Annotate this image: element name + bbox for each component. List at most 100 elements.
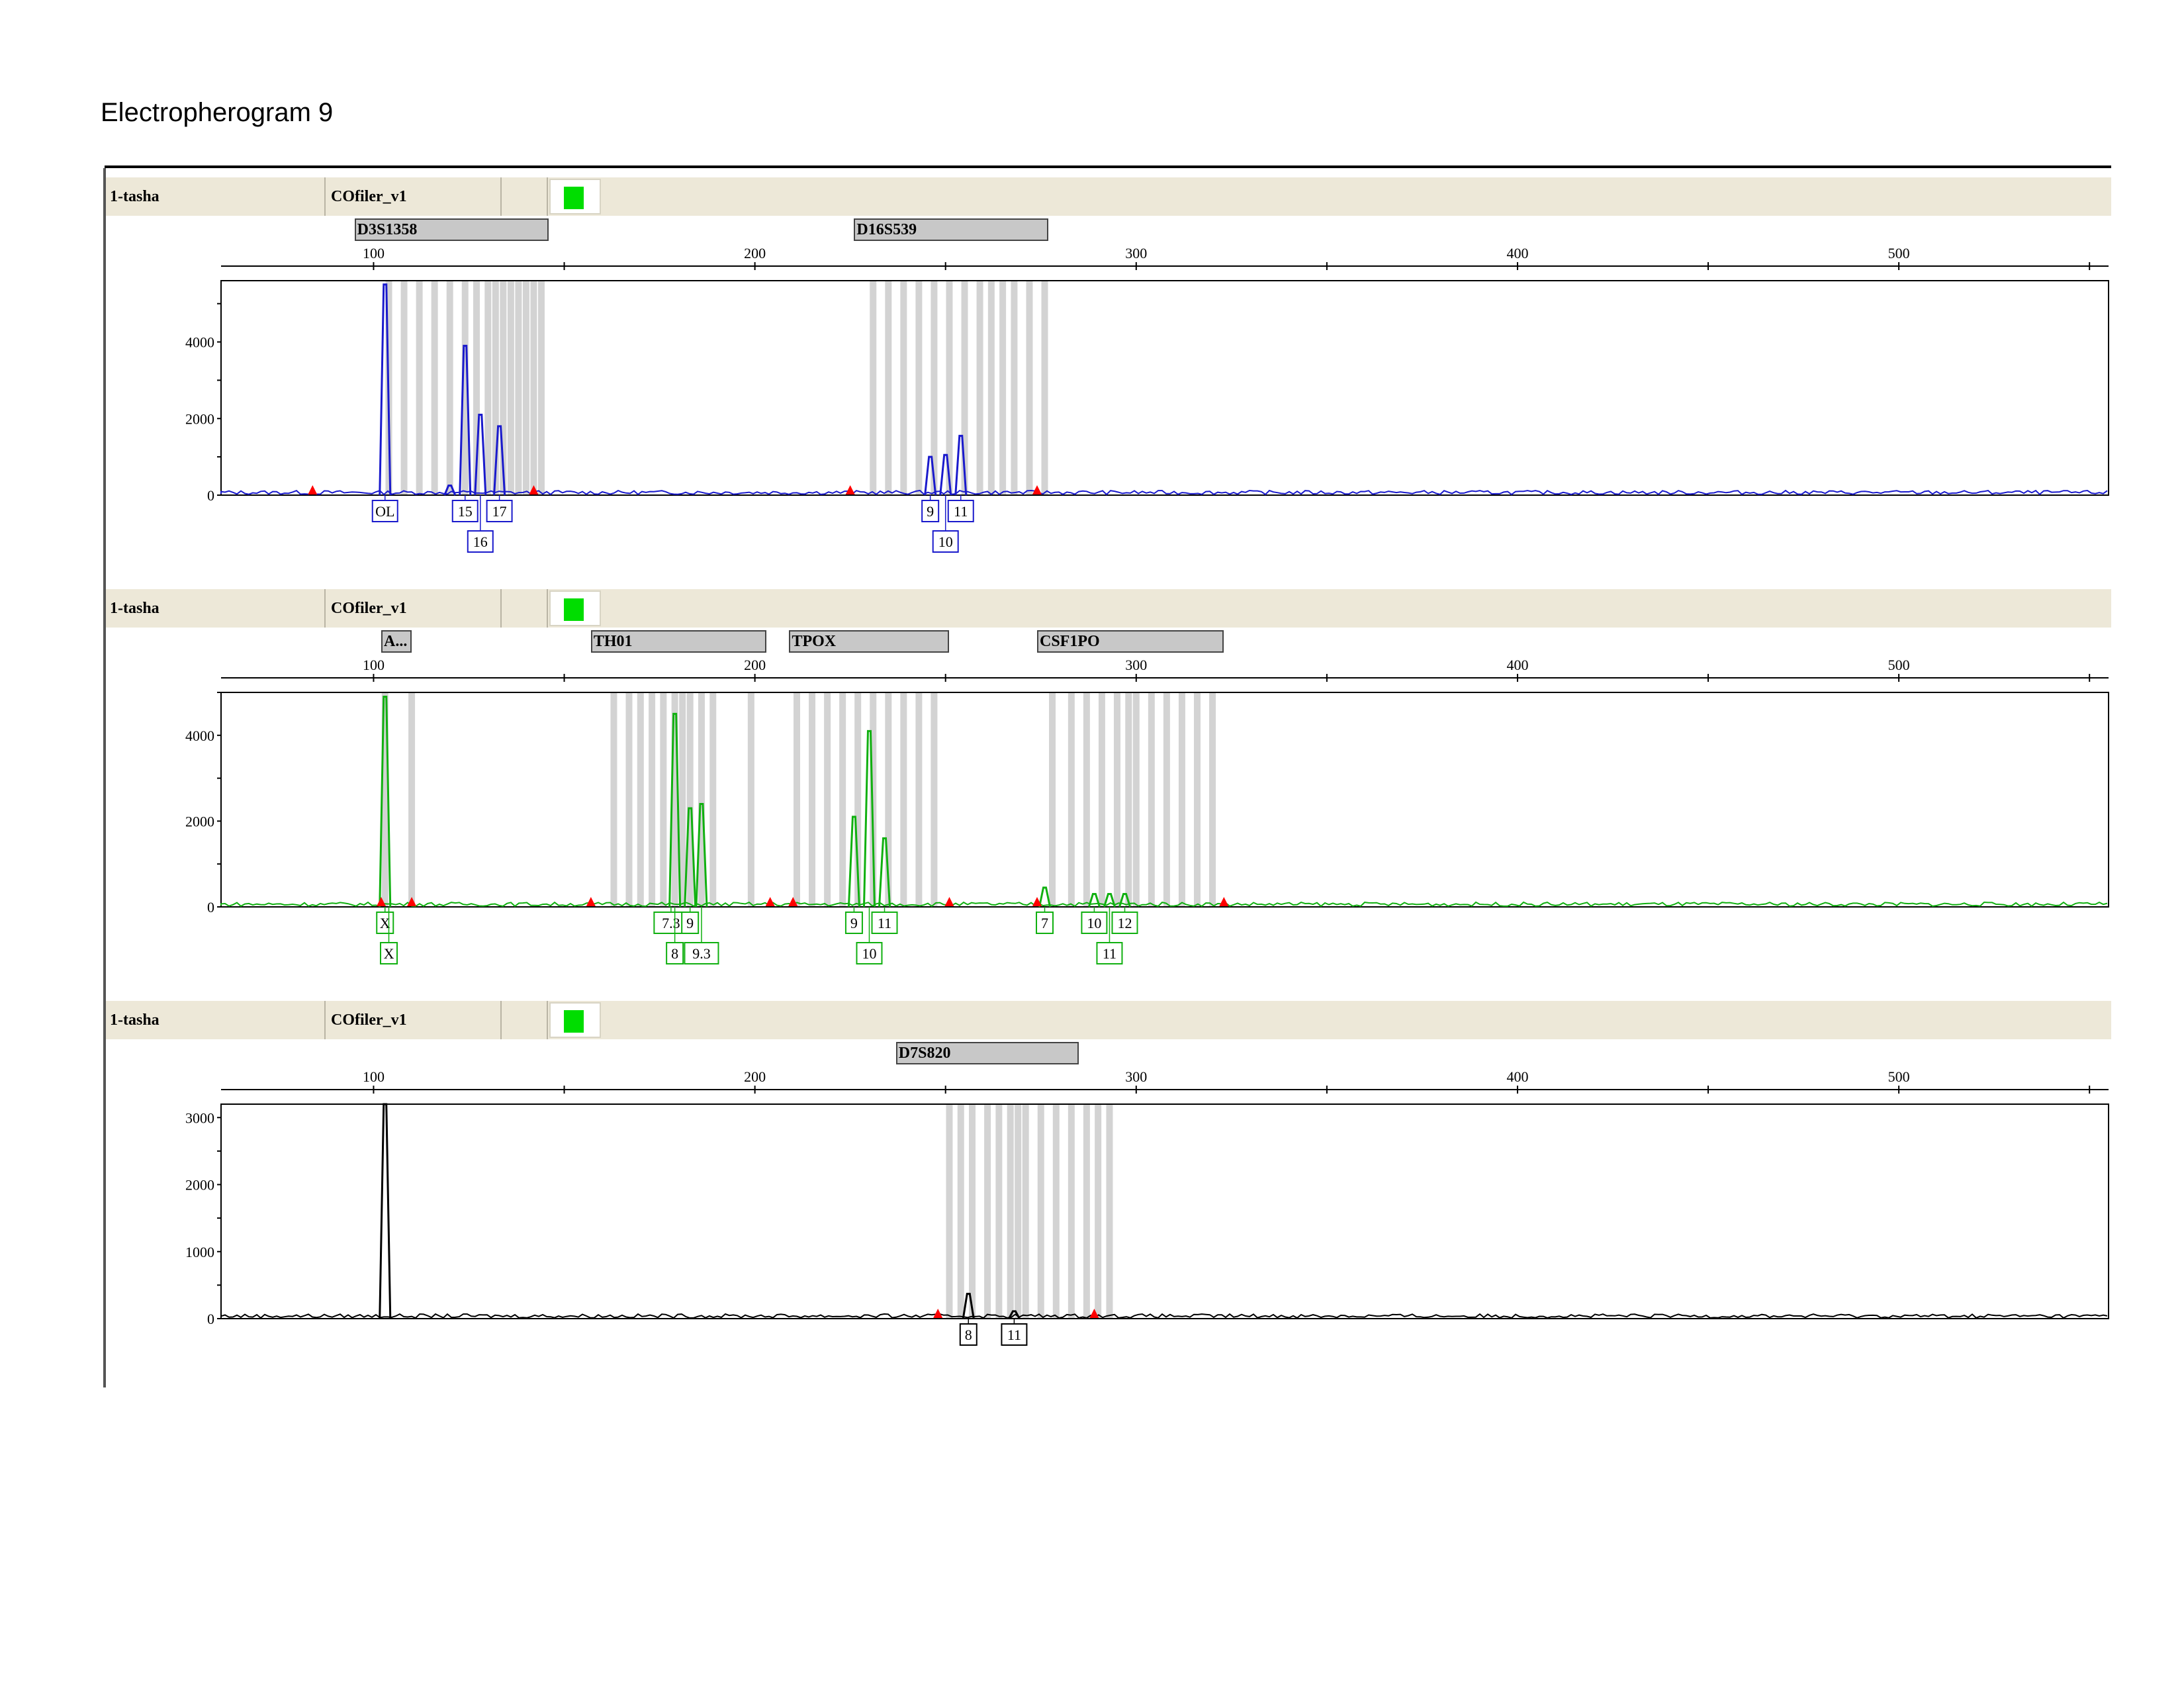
allele-bin <box>747 692 754 907</box>
sample-name[interactable]: 1-tasha <box>106 1001 326 1039</box>
dye-swatch <box>564 187 584 209</box>
allele-bin <box>1209 692 1216 907</box>
panel-header: 1-tasha COfiler_v1 <box>106 1001 2111 1039</box>
dye-swatch-box[interactable] <box>549 1002 601 1038</box>
allele-label: 11 <box>878 915 891 931</box>
size-tick-label: 400 <box>1506 1068 1528 1085</box>
allele-label-box <box>467 530 494 553</box>
allele-bin <box>1022 1104 1029 1319</box>
peak <box>1008 1310 1021 1319</box>
panel-name[interactable]: COfiler_v1 <box>327 1001 502 1039</box>
locus-bar[interactable]: D7S820 <box>895 1042 1079 1064</box>
allele-bin <box>679 692 686 907</box>
peak <box>1087 893 1101 908</box>
allele-bin <box>625 692 633 907</box>
allele-bin <box>946 1104 953 1319</box>
allele-bin <box>446 281 453 495</box>
locus-bar[interactable]: A... <box>381 630 412 653</box>
dye-swatch-box[interactable] <box>549 590 601 626</box>
allele-bin <box>1178 692 1185 907</box>
allele-label-box <box>871 912 898 934</box>
allele-label-box <box>666 942 684 964</box>
allele-label: 8 <box>671 945 678 962</box>
sample-name[interactable]: 1-tasha <box>106 589 326 628</box>
panel-name[interactable]: COfiler_v1 <box>327 177 502 216</box>
allele-bin <box>976 281 983 495</box>
locus-bar[interactable]: D3S1358 <box>354 218 549 241</box>
allele-bin <box>1113 692 1120 907</box>
allele-label-box <box>1111 912 1138 934</box>
allele-bin <box>1007 1104 1014 1319</box>
allele-label: 10 <box>938 534 953 550</box>
panel-name[interactable]: COfiler_v1 <box>327 589 502 628</box>
range-marker <box>529 485 539 494</box>
dye-panel-black: 1-tasha COfiler_v1 D7S820 100 200 300 400 50… <box>106 993 2111 1403</box>
allele-bin <box>946 281 953 495</box>
size-tick-label: 500 <box>1888 245 1910 261</box>
range-marker <box>376 897 386 906</box>
range-marker <box>1089 1309 1099 1318</box>
allele-label-box <box>380 942 398 964</box>
allele-label: 9 <box>850 915 858 931</box>
allele-bin <box>885 692 892 907</box>
allele-label: 11 <box>1007 1327 1021 1343</box>
allele-bin <box>492 281 499 495</box>
locus-bar[interactable]: TPOX <box>789 630 950 653</box>
allele-bin <box>610 692 617 907</box>
allele-bin <box>854 692 862 907</box>
range-marker <box>407 897 417 906</box>
allele-bin <box>1041 281 1048 495</box>
locus-bar[interactable]: TH01 <box>590 630 766 653</box>
size-tick-label: 200 <box>744 1068 766 1085</box>
allele-label: 7.3 <box>662 915 680 931</box>
allele-label: 9.3 <box>692 945 711 962</box>
range-marker <box>1032 485 1042 494</box>
size-tick-label: 100 <box>363 245 385 261</box>
electropherogram-plot[interactable]: 100 200 300 400 500 0 1000 2000 3000 8 11 <box>106 993 2111 1403</box>
plot-frame <box>220 692 2109 908</box>
allele-bin <box>1049 692 1056 907</box>
allele-bin <box>1083 692 1090 907</box>
range-marker <box>586 897 596 906</box>
allele-bin <box>530 281 537 495</box>
allele-bin <box>1193 692 1201 907</box>
size-tick-label: 400 <box>1506 245 1528 261</box>
allele-bin <box>416 281 423 495</box>
allele-bin <box>900 281 907 495</box>
allele-label: 9 <box>686 915 694 931</box>
sample-name[interactable]: 1-tasha <box>106 177 326 216</box>
allele-label-box <box>856 942 883 964</box>
rfu-tick-label: 4000 <box>185 334 214 351</box>
allele-bin <box>473 281 480 495</box>
peak <box>1038 886 1051 908</box>
allele-label: 12 <box>1118 915 1132 931</box>
peak <box>924 455 937 496</box>
allele-bin <box>931 281 938 495</box>
plot-frame <box>220 280 2109 496</box>
allele-bin <box>915 281 923 495</box>
allele-bin <box>709 692 717 907</box>
allele-bin <box>461 281 469 495</box>
allele-bin <box>961 281 968 495</box>
dye-swatch-box[interactable] <box>549 179 601 214</box>
allele-bin <box>1011 281 1018 495</box>
rfu-tick-label: 0 <box>207 899 214 915</box>
allele-bin <box>931 692 938 907</box>
allele-label-box <box>1081 912 1108 934</box>
allele-label-box <box>684 942 719 964</box>
size-tick-label: 100 <box>363 657 385 673</box>
locus-bar[interactable]: CSF1PO <box>1036 630 1224 653</box>
allele-bin <box>915 692 923 907</box>
allele-bin <box>1163 692 1170 907</box>
allele-bin <box>660 692 667 907</box>
peak <box>954 434 968 496</box>
allele-label-box <box>376 912 394 934</box>
peak <box>379 283 392 496</box>
allele-label: 8 <box>965 1327 972 1343</box>
peak <box>847 816 860 908</box>
locus-bar[interactable]: D16S539 <box>854 218 1049 241</box>
allele-bin <box>1132 692 1140 907</box>
allele-bin <box>484 281 492 495</box>
